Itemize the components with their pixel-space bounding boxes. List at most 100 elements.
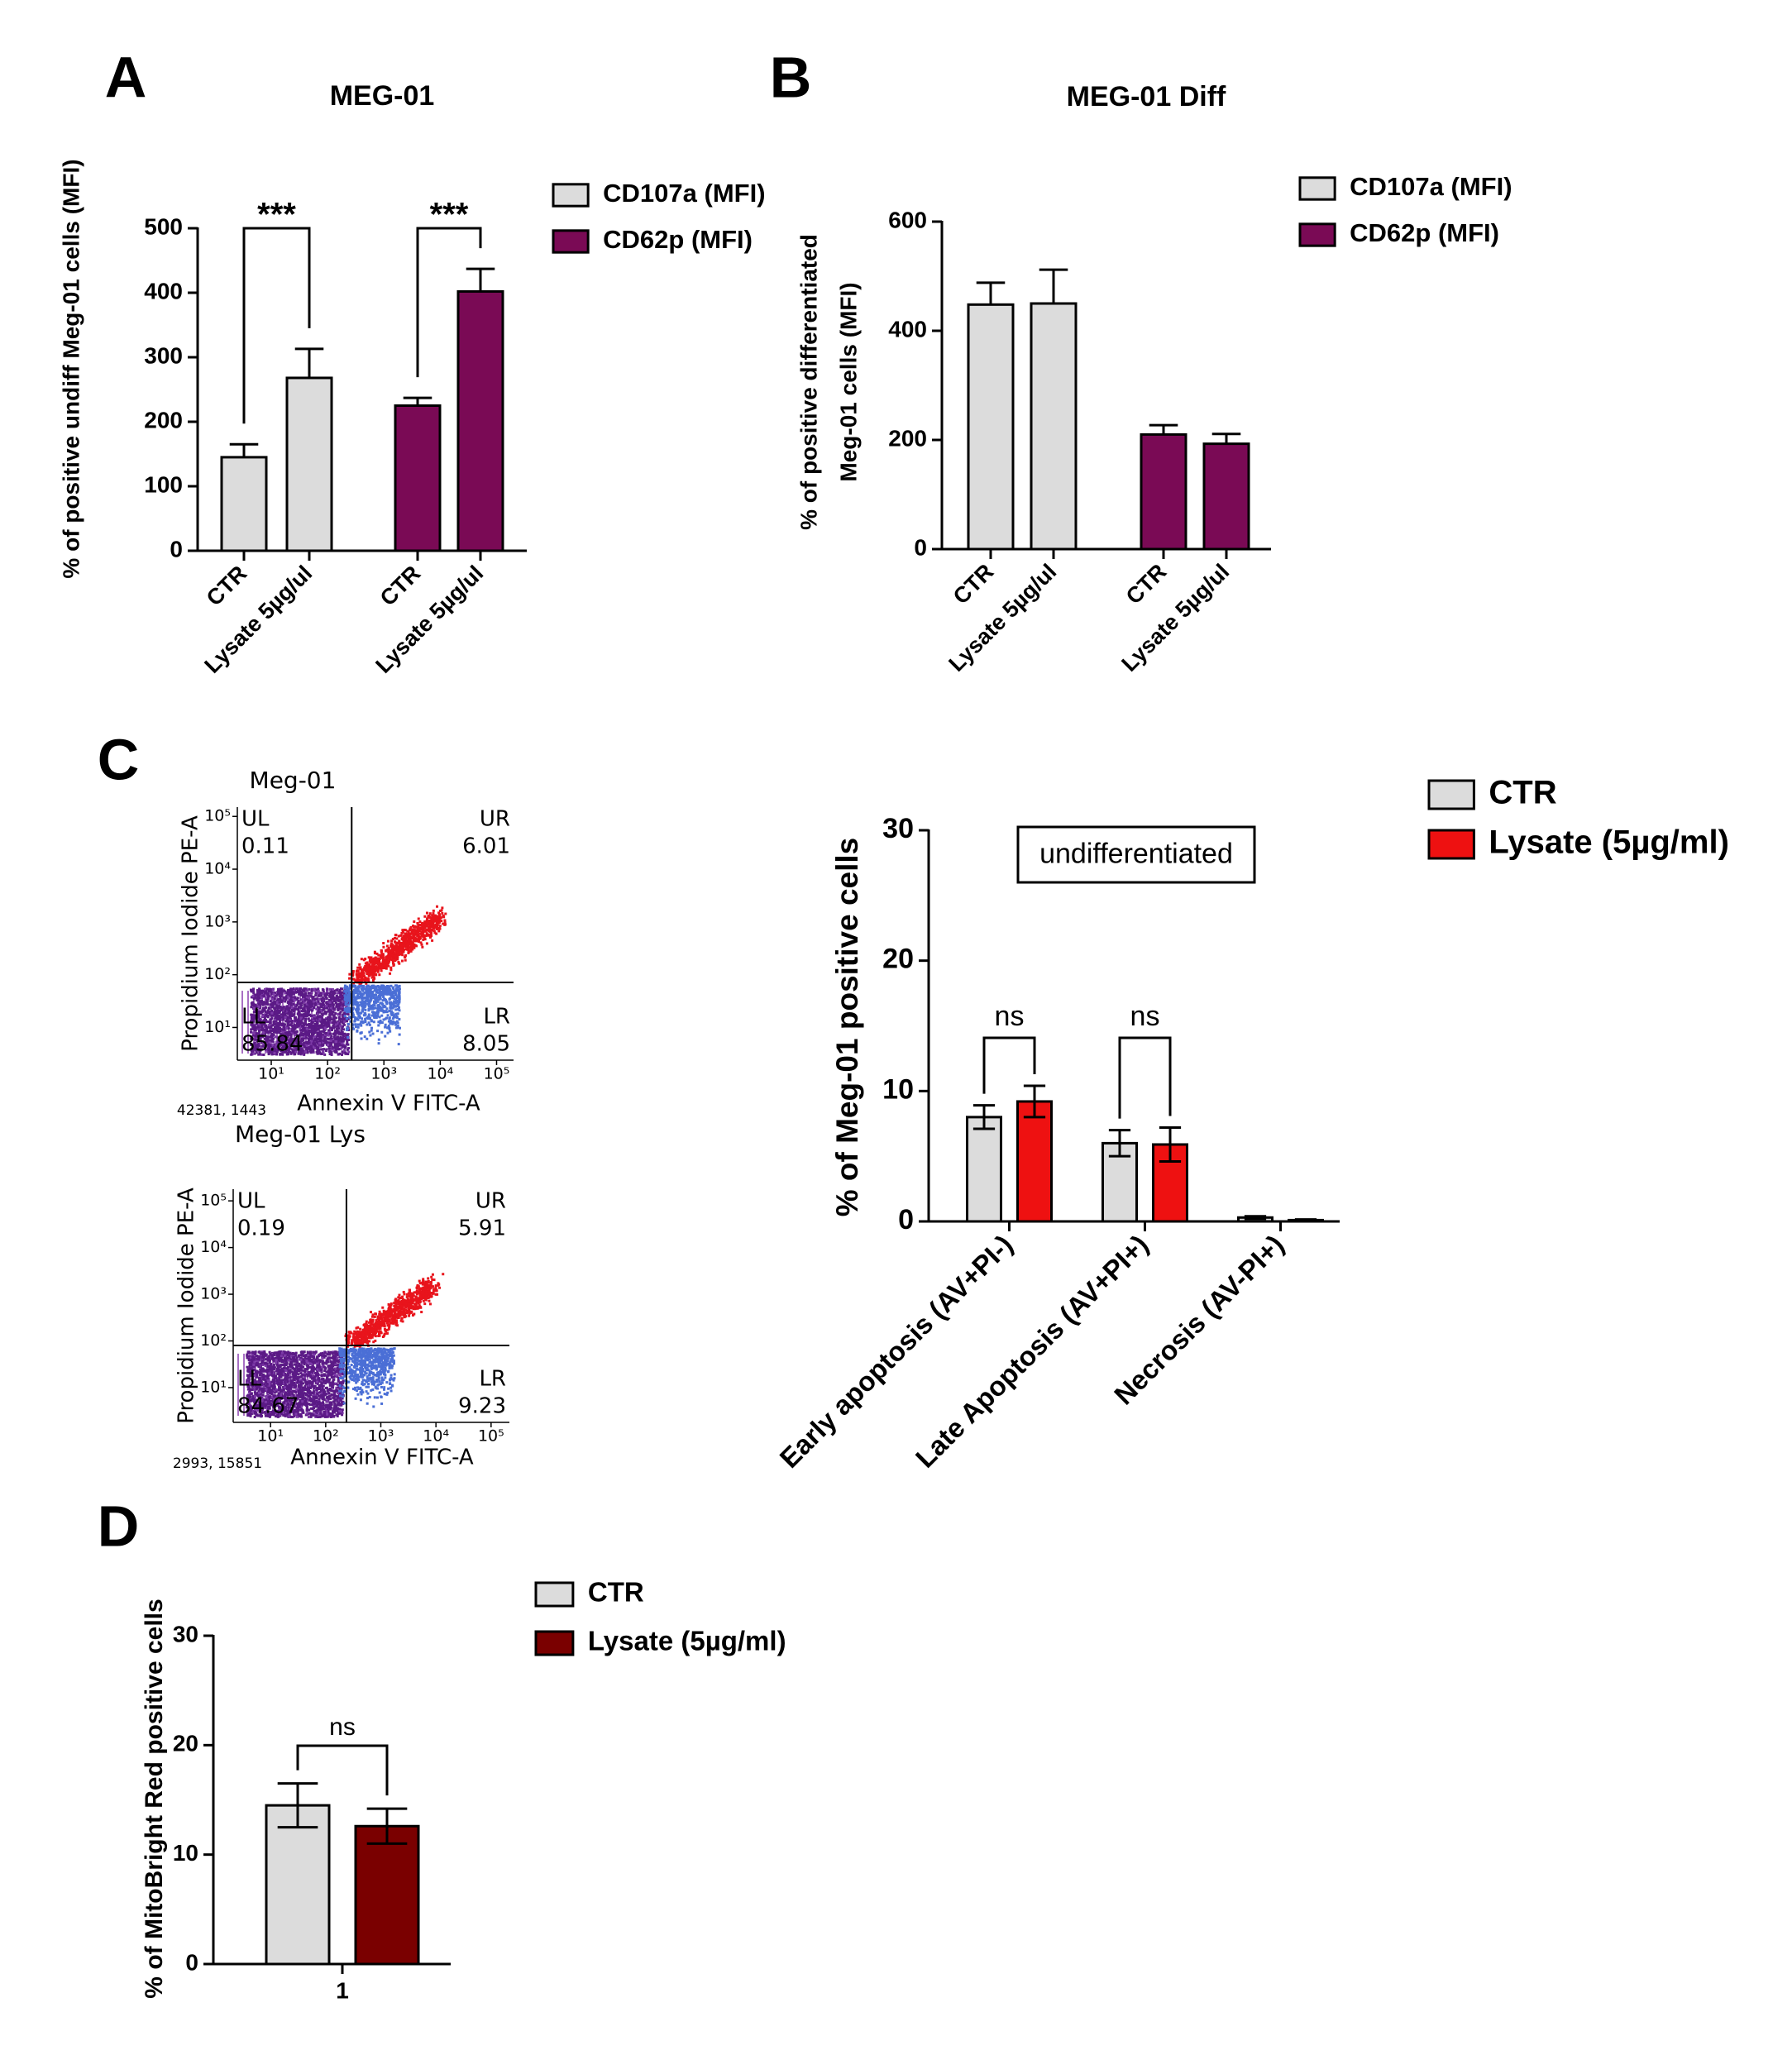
event xyxy=(382,945,385,949)
event xyxy=(397,992,400,996)
event xyxy=(273,1366,276,1369)
event xyxy=(261,1015,265,1018)
event xyxy=(318,997,321,1001)
event xyxy=(288,1006,291,1010)
event xyxy=(327,1364,330,1368)
event xyxy=(432,912,435,915)
event xyxy=(391,1017,394,1020)
event xyxy=(364,1001,367,1005)
event xyxy=(284,1034,288,1037)
event xyxy=(305,1373,308,1376)
event xyxy=(293,1016,296,1019)
event xyxy=(323,1041,327,1044)
event xyxy=(362,996,366,999)
event xyxy=(435,932,438,935)
flow-plots: 10¹ 10² 10³ 10⁴ 10⁵10¹10²10³10⁴10⁵Meg-01Prop… xyxy=(173,767,514,1472)
event xyxy=(357,1008,361,1011)
event xyxy=(294,1050,298,1054)
event xyxy=(342,1028,346,1031)
event xyxy=(322,1049,325,1053)
event xyxy=(330,1393,333,1396)
event xyxy=(270,1009,274,1012)
event xyxy=(373,1016,376,1019)
event xyxy=(342,1016,345,1019)
event xyxy=(374,956,377,959)
event xyxy=(339,1020,342,1023)
event xyxy=(389,1003,392,1006)
event xyxy=(389,984,393,987)
event xyxy=(291,1410,294,1413)
event xyxy=(265,1044,269,1047)
event xyxy=(413,925,416,929)
event xyxy=(318,1030,322,1033)
event xyxy=(398,1033,401,1036)
event xyxy=(308,1381,311,1384)
event xyxy=(341,1397,344,1400)
event xyxy=(400,931,404,934)
event xyxy=(369,1034,372,1037)
event xyxy=(307,1037,310,1040)
event xyxy=(372,1003,375,1006)
event xyxy=(315,1387,318,1390)
event xyxy=(292,1038,295,1041)
event xyxy=(270,1380,274,1384)
event xyxy=(316,1015,319,1018)
event xyxy=(291,1026,294,1030)
event xyxy=(328,1009,332,1012)
event xyxy=(316,1006,319,1009)
event xyxy=(285,1049,289,1052)
event xyxy=(260,1387,263,1390)
event xyxy=(375,988,378,992)
event xyxy=(396,942,399,945)
event xyxy=(422,930,425,933)
event xyxy=(379,1021,382,1025)
event xyxy=(404,934,408,937)
event xyxy=(382,993,385,996)
event xyxy=(270,1039,274,1043)
event xyxy=(265,987,268,991)
event xyxy=(278,1006,281,1009)
event xyxy=(253,1025,256,1028)
event xyxy=(386,954,389,958)
event xyxy=(324,1012,327,1016)
event xyxy=(384,958,387,962)
event xyxy=(401,931,404,934)
event xyxy=(364,966,367,969)
event xyxy=(310,1032,313,1035)
event xyxy=(432,920,435,924)
event xyxy=(287,1049,290,1053)
event xyxy=(363,991,366,994)
event xyxy=(302,1411,305,1414)
event xyxy=(440,909,443,912)
event xyxy=(397,934,400,938)
event xyxy=(308,1412,311,1415)
event xyxy=(320,1030,323,1033)
quadrant-name: UR xyxy=(480,807,510,832)
plot-title: Meg-01 xyxy=(250,767,337,794)
event xyxy=(318,1024,322,1027)
event xyxy=(378,994,381,997)
event xyxy=(427,915,430,918)
event xyxy=(385,944,389,948)
event xyxy=(275,1035,279,1039)
event xyxy=(260,1023,264,1026)
x-axis-label: Annexin V FITC-A xyxy=(297,1092,480,1116)
event xyxy=(332,997,336,1001)
event xyxy=(294,1030,298,1034)
event xyxy=(280,1024,284,1027)
event xyxy=(388,1001,391,1004)
event xyxy=(322,991,325,994)
event xyxy=(422,934,425,937)
event xyxy=(263,1023,266,1026)
event xyxy=(270,1026,273,1030)
event xyxy=(387,985,390,988)
event xyxy=(345,1028,348,1031)
event xyxy=(404,940,408,944)
event xyxy=(332,996,335,1000)
event xyxy=(385,1000,389,1003)
event xyxy=(287,1027,290,1030)
event xyxy=(303,1001,306,1004)
event xyxy=(330,1356,333,1360)
event xyxy=(331,1029,334,1032)
event xyxy=(330,1406,333,1409)
